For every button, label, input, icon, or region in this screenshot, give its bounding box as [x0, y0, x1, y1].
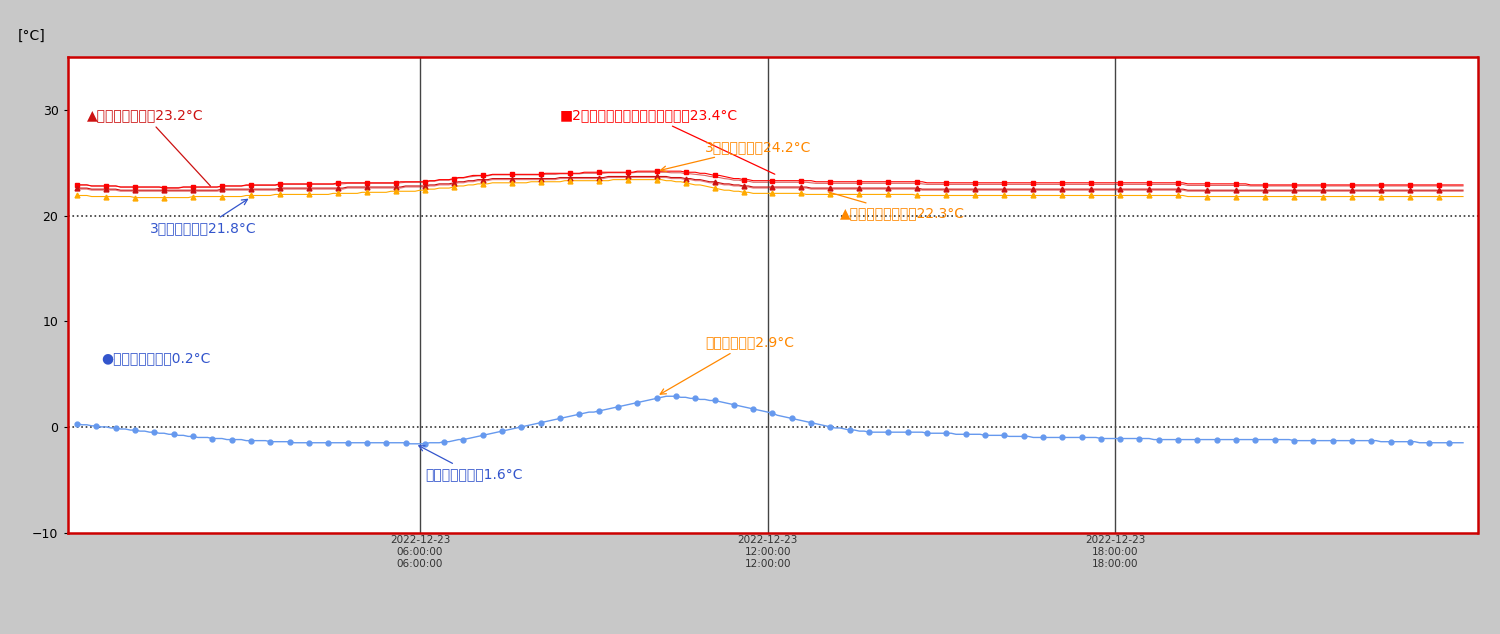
Text: [°C]: [°C] [18, 29, 46, 42]
Text: 3室の最高温度24.2°C: 3室の最高温度24.2°C [660, 140, 812, 172]
Text: 最高外気温度2.9°C: 最高外気温度2.9°C [660, 335, 794, 394]
Text: 最低外気温度－1.6°C: 最低外気温度－1.6°C [419, 446, 522, 481]
Text: ■2階ファミリースペース　平均23.4°C: ■2階ファミリースペース 平均23.4°C [560, 108, 776, 174]
Text: ▲リビング　平均23.2°C: ▲リビング 平均23.2°C [87, 108, 210, 186]
Text: ▲寝室（個室）平均22.3°C: ▲寝室（個室）平均22.3°C [828, 192, 964, 221]
Text: ●外気温度　平均0.2°C: ●外気温度 平均0.2°C [102, 351, 210, 365]
Text: 3室の最低温度21.8°C: 3室の最低温度21.8°C [150, 199, 256, 235]
